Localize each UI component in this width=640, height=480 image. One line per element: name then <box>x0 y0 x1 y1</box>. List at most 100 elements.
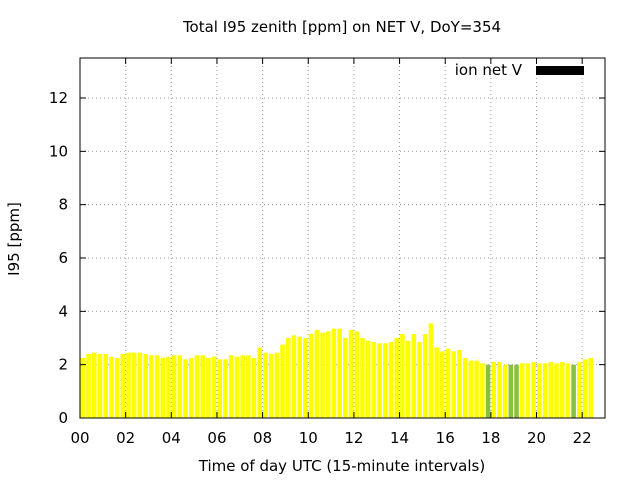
bar <box>325 331 331 418</box>
bar <box>86 354 91 418</box>
bar <box>457 350 462 418</box>
legend-swatch <box>536 66 584 75</box>
plot-frame <box>79 57 606 419</box>
bar <box>80 358 86 418</box>
bar <box>434 347 439 418</box>
bar <box>360 338 365 418</box>
bar <box>114 358 120 418</box>
bar <box>211 356 217 418</box>
bar <box>331 328 337 418</box>
bar <box>462 358 468 418</box>
bar <box>525 363 531 418</box>
bar <box>103 354 108 418</box>
bar <box>194 355 200 418</box>
bar <box>440 351 445 418</box>
bar <box>428 323 434 418</box>
y-tick-label: 4 <box>58 302 68 320</box>
bar <box>497 362 502 418</box>
bar <box>217 359 223 418</box>
bar <box>234 356 240 418</box>
grid <box>80 58 605 418</box>
bar <box>160 358 166 418</box>
bar <box>502 364 508 418</box>
bar <box>263 352 268 418</box>
bar <box>223 359 228 418</box>
bar <box>474 360 479 418</box>
bar <box>491 362 497 418</box>
bar <box>291 335 297 418</box>
bar <box>422 334 428 418</box>
bar <box>508 364 514 418</box>
bar <box>348 330 354 418</box>
bar <box>411 334 417 418</box>
bar <box>468 360 474 418</box>
bar <box>149 355 154 418</box>
bar <box>137 352 143 418</box>
bar <box>251 358 257 418</box>
bar <box>183 359 188 418</box>
bar <box>337 328 342 418</box>
bar <box>383 343 388 418</box>
bar <box>286 338 291 418</box>
chart-title: Total I95 zenith [ppm] on NET V, DoY=354 <box>182 18 501 36</box>
bar <box>171 355 177 418</box>
bar <box>582 359 588 418</box>
bar <box>268 354 274 418</box>
bar <box>400 334 405 418</box>
bar <box>537 363 542 418</box>
x-tick-label: 00 <box>70 429 89 447</box>
y-axis-label: I95 [ppm] <box>5 202 23 276</box>
bar <box>303 338 308 418</box>
bars <box>80 323 594 418</box>
bar <box>394 338 399 418</box>
x-tick-label: 14 <box>390 429 409 447</box>
x-tick-label: 16 <box>436 429 455 447</box>
y-tick-label: 8 <box>58 196 68 214</box>
bar <box>554 363 559 418</box>
bar <box>565 363 571 418</box>
bar <box>109 356 114 418</box>
y-tick-label: 10 <box>49 142 68 160</box>
bar <box>246 355 251 418</box>
y-tick-label: 0 <box>58 409 68 427</box>
bar <box>120 354 126 418</box>
bar <box>97 354 103 418</box>
bar <box>485 364 491 418</box>
bar <box>371 342 377 418</box>
y-tick-label: 12 <box>49 89 68 107</box>
x-axis-label: Time of day UTC (15-minute intervals) <box>198 457 485 475</box>
bar <box>577 362 582 418</box>
x-tick-label: 12 <box>344 429 363 447</box>
bar <box>206 358 211 418</box>
legend-label: ion net V <box>455 61 523 79</box>
x-tick-label: 22 <box>573 429 592 447</box>
bar <box>519 363 525 418</box>
bar <box>228 355 234 418</box>
x-tick-label: 02 <box>116 429 135 447</box>
bar <box>280 344 285 418</box>
bar <box>91 352 97 418</box>
bar <box>320 332 325 418</box>
bar <box>274 352 280 418</box>
bar <box>154 355 160 418</box>
bar <box>257 347 263 418</box>
bar <box>131 352 137 418</box>
bar <box>354 331 360 418</box>
x-tick-label: 10 <box>299 429 318 447</box>
bar <box>405 340 411 418</box>
bar <box>559 362 565 418</box>
bar <box>126 352 131 418</box>
bar <box>166 356 171 418</box>
x-tick-label: 20 <box>527 429 546 447</box>
bar <box>451 351 457 418</box>
x-tick-label: 04 <box>162 429 181 447</box>
bar <box>297 336 302 418</box>
bar <box>314 330 320 418</box>
bar <box>365 340 371 418</box>
legend: ion net V <box>455 61 584 79</box>
bar <box>177 355 183 418</box>
bar <box>531 362 536 418</box>
bar <box>480 363 485 418</box>
bar <box>588 358 594 418</box>
